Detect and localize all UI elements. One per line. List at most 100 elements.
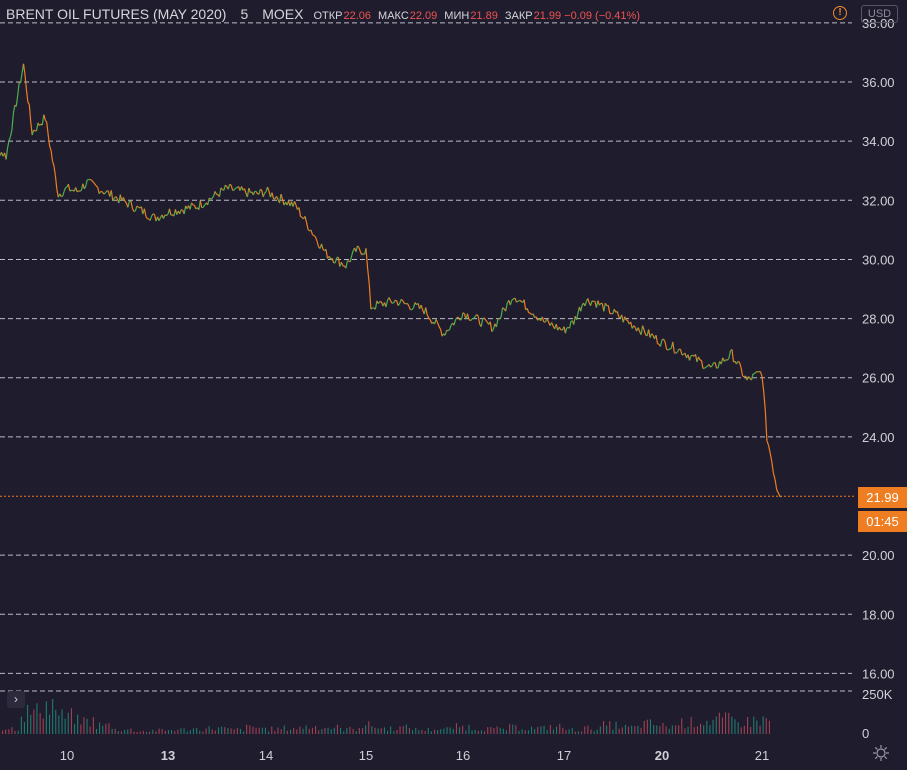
- volume-bar: [95, 728, 97, 734]
- price-segment: [27, 101, 30, 105]
- interval-label[interactable]: 5: [240, 6, 249, 22]
- price-segment: [76, 190, 79, 193]
- price-segment: [666, 348, 669, 351]
- price-segment: [356, 245, 360, 248]
- y-tick-label: 30.00: [862, 252, 895, 267]
- volume-bar: [537, 726, 539, 734]
- volume-bar: [621, 727, 623, 734]
- volume-bar: [452, 728, 454, 734]
- volume-bar: [568, 729, 570, 734]
- price-segment: [266, 186, 270, 192]
- price-segment: [700, 360, 704, 369]
- price-segment: [655, 334, 659, 344]
- volume-bar: [58, 715, 60, 734]
- price-segment: [202, 204, 206, 208]
- volume-bar: [343, 731, 345, 734]
- volume-bar: [731, 716, 733, 734]
- price-segment: [573, 316, 576, 325]
- price-segment: [766, 440, 770, 446]
- expand-icon[interactable]: ›: [7, 691, 25, 708]
- price-segment: [740, 367, 744, 376]
- volume-bar: [599, 726, 601, 734]
- volume-bar: [593, 731, 595, 734]
- price-segment: [43, 114, 46, 121]
- price-segment: [53, 166, 56, 176]
- price-segment: [31, 130, 35, 136]
- volume-bar: [631, 725, 633, 734]
- close-value: 21.99 −0.09 (−0.41%): [533, 10, 640, 22]
- price-segment: [54, 175, 58, 190]
- time-axis[interactable]: 10 13 14 15 16 17 20 21: [60, 748, 769, 763]
- price-segment: [110, 190, 114, 201]
- y-tick-label: 24.00: [862, 430, 895, 445]
- volume-bar: [114, 728, 116, 734]
- volume-bar: [424, 731, 426, 734]
- price-segment: [649, 333, 653, 338]
- currency-button[interactable]: USD: [861, 5, 898, 23]
- volume-bar: [637, 725, 639, 734]
- price-segment: [772, 472, 776, 480]
- low-value: 21.89: [470, 10, 498, 22]
- symbol-title[interactable]: BRENT OIL FUTURES (MAY 2020): [6, 6, 227, 22]
- price-segment: [8, 136, 12, 141]
- volume-bar: [196, 728, 198, 734]
- volume-bar: [462, 725, 464, 734]
- volume-bar: [387, 730, 389, 734]
- volume-bar: [668, 728, 670, 734]
- volume-bar: [180, 728, 182, 734]
- price-segment: [11, 113, 14, 131]
- y-tick-label: 20.00: [862, 548, 895, 563]
- price-segment: [502, 307, 505, 310]
- price-segment: [199, 200, 203, 209]
- price-segment: [485, 319, 488, 323]
- volume-bar: [258, 727, 260, 734]
- volume-bar: [205, 728, 207, 734]
- volume-bar: [571, 727, 573, 734]
- x-tick-label: 16: [456, 748, 470, 763]
- price-segment: [523, 299, 527, 310]
- price-segment: [25, 89, 29, 102]
- price-segment: [9, 129, 13, 137]
- price-segment: [531, 313, 534, 316]
- open-label: ОТКР: [313, 10, 343, 22]
- price-segment: [145, 216, 148, 219]
- price-segment: [82, 183, 85, 190]
- price-segment: [637, 327, 641, 332]
- price-axis[interactable]: 16.00 18.00 20.00 24.00 26.00 28.00 30.00 32.00…: [862, 16, 895, 682]
- volume-bar: [230, 728, 232, 734]
- price-segment: [75, 187, 78, 193]
- volume-bar: [399, 726, 401, 734]
- price-segment: [457, 317, 461, 321]
- open-value: 22.06: [343, 10, 372, 22]
- price-segment: [166, 213, 169, 217]
- price-segment: [368, 283, 372, 310]
- price-segment: [774, 479, 778, 490]
- volume-bar: [174, 731, 176, 734]
- volume-bar: [146, 732, 148, 734]
- volume-bar: [42, 718, 44, 734]
- price-segment: [370, 307, 373, 310]
- price-segment: [444, 330, 448, 336]
- price-segment: [408, 305, 411, 311]
- volume-axis[interactable]: 250K 0: [862, 687, 893, 741]
- price-segment: [643, 330, 647, 336]
- price-segment: [604, 302, 608, 307]
- price-segment: [590, 300, 593, 306]
- price-segment: [310, 229, 314, 235]
- volume-bar: [703, 725, 705, 734]
- price-segment: [313, 235, 316, 238]
- price-segment: [207, 197, 210, 206]
- volume-bar: [465, 730, 467, 734]
- volume-bar: [718, 712, 720, 734]
- price-segment: [233, 187, 237, 191]
- alert-icon[interactable]: !: [833, 6, 847, 20]
- gear-icon[interactable]: [872, 744, 890, 762]
- volume-bar: [27, 704, 29, 734]
- price-segment: [466, 313, 470, 320]
- volume-bar: [675, 725, 677, 734]
- volume-bar: [584, 726, 586, 734]
- volume-bar: [643, 720, 645, 734]
- volume-bar: [628, 726, 630, 734]
- volume-bar: [762, 716, 764, 734]
